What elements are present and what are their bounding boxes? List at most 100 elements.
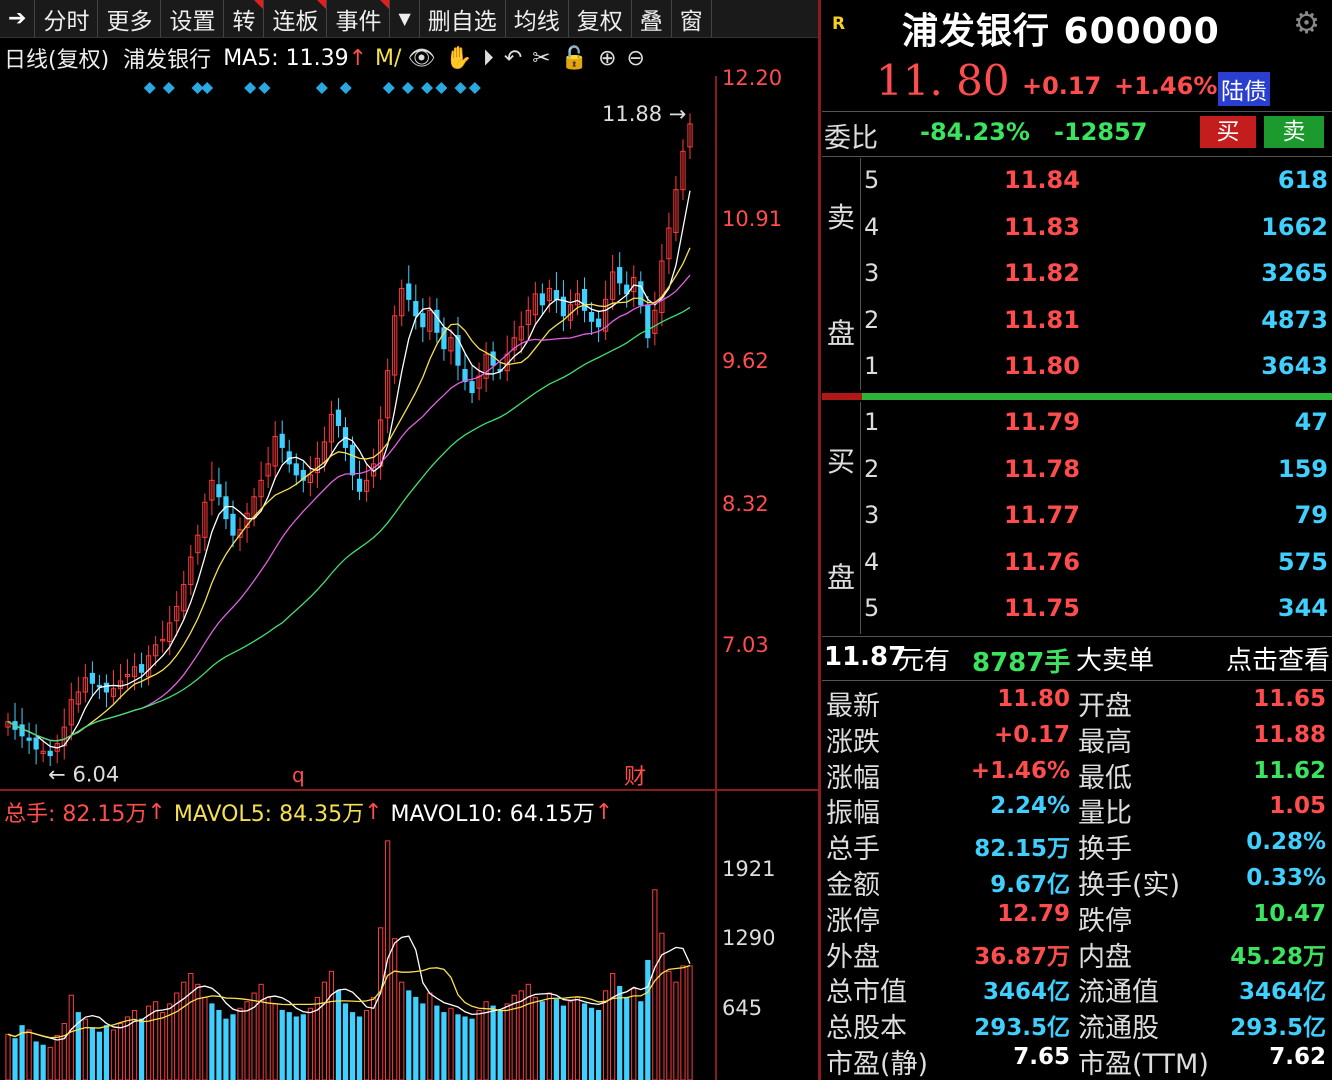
stat-row: 市盈(静) 7.65 市盈(TTM) 7.62 xyxy=(822,1042,1332,1080)
volume-bar xyxy=(560,1005,567,1080)
volume-bar xyxy=(202,996,208,1080)
ask-row[interactable]: 3 11.82 3265 xyxy=(862,253,1328,297)
toolbar-item-zhuan[interactable]: 转 xyxy=(224,0,265,37)
volume-bar xyxy=(539,1001,545,1080)
stat-label: 换手(实) xyxy=(1078,870,1181,901)
gear-icon[interactable]: ⚙ xyxy=(1293,6,1320,41)
candle-body xyxy=(469,381,475,394)
bid-row[interactable]: 4 11.76 575 xyxy=(862,542,1328,586)
undo-icon[interactable]: ↶ xyxy=(503,45,523,71)
ask-label-bottom: 盘 xyxy=(826,317,855,350)
ma5-line xyxy=(7,190,691,749)
bid-row[interactable]: 3 11.77 79 xyxy=(862,495,1328,539)
view-details-link[interactable]: 点击查看 xyxy=(1225,646,1330,676)
toolbar-item-lianban[interactable]: 连板 xyxy=(264,0,328,37)
weibi-row: 委比 -84.23% -12857 买 卖 xyxy=(822,112,1332,154)
stat-label: 内盘 xyxy=(1078,941,1132,973)
toolbar-dropdown[interactable]: ▼ xyxy=(390,0,420,37)
volume-bar xyxy=(244,1001,250,1080)
toolbar-item-adjust[interactable]: 复权 xyxy=(569,0,632,37)
volume-bar xyxy=(146,1005,152,1080)
kline-header: 日线(复权) 浦发银行 MA5: 11.39 ↑ M/ 👁 ✋ ⏵ ↶ ✂ 🔓 … xyxy=(4,42,645,74)
volume-bar xyxy=(272,1003,278,1080)
volume-bar xyxy=(441,1012,447,1080)
candle-body xyxy=(153,644,159,657)
volume-bar xyxy=(5,1033,11,1080)
toolbar-item-settings[interactable]: 设置 xyxy=(161,0,225,37)
candle-body xyxy=(356,478,363,492)
volume-bar xyxy=(19,1025,25,1080)
bid-level: 1 xyxy=(864,408,880,436)
toolbar-item-remove-favorite[interactable]: 删自选 xyxy=(420,0,506,37)
lock-icon[interactable]: 🔓 xyxy=(560,45,589,71)
hand-icon[interactable]: ✋ xyxy=(445,45,473,71)
mavol5-line xyxy=(7,935,691,1041)
volume-bar xyxy=(61,1022,67,1080)
stat-row: 涨停 12.79 跌停 10.47 xyxy=(822,899,1332,937)
candle-body xyxy=(293,463,299,476)
volume-bar xyxy=(138,1018,145,1080)
ask-level: 4 xyxy=(864,212,880,241)
toolbar-item-window[interactable]: 窗 xyxy=(672,0,712,37)
volume-bar xyxy=(286,1012,292,1080)
stock-name-label: 浦发银行 xyxy=(123,48,212,73)
zoom-out-icon[interactable]: ⊖ xyxy=(626,45,645,71)
stat-label: 市盈(TTM) xyxy=(1078,1049,1209,1080)
candle-body xyxy=(617,267,623,284)
marker-q: q xyxy=(292,763,305,787)
volume-bar xyxy=(356,1016,363,1080)
toolbar-item-event[interactable]: 事件 xyxy=(327,0,391,37)
buy-button[interactable]: 买 xyxy=(1200,116,1256,148)
bid-price: 11.76 xyxy=(1004,547,1080,576)
toolbar-item-fenshi[interactable]: 分时 xyxy=(35,0,99,37)
volume-bar xyxy=(378,927,384,1080)
ask-row[interactable]: 2 11.81 4873 xyxy=(862,300,1328,344)
bid-level: 4 xyxy=(864,547,880,576)
toolbar-item-more[interactable]: 更多 xyxy=(98,0,162,37)
candle-body xyxy=(131,666,138,678)
volume-bar xyxy=(75,1012,81,1080)
ma20-line xyxy=(7,274,691,742)
ask-row[interactable]: 4 11.83 1662 xyxy=(862,207,1328,251)
volume-header: 总手: 82.15万 ↑ MAVOL5: 84.35万 ↑ MAVOL10: 6… xyxy=(4,796,613,828)
candle-body xyxy=(490,351,496,366)
stat-label: 换手 xyxy=(1078,834,1132,866)
divider xyxy=(860,158,861,390)
volume-bar xyxy=(413,996,419,1080)
eye-icon[interactable]: 👁 xyxy=(407,45,436,71)
volume-bar xyxy=(258,983,264,1080)
volume-bar xyxy=(448,1007,454,1080)
candle-body xyxy=(251,496,257,519)
ask-row[interactable]: 5 11.84 618 xyxy=(862,160,1328,204)
big-order-price: 11.87 xyxy=(824,642,907,672)
candle-body xyxy=(103,682,110,693)
stat-value: 0.28% xyxy=(1246,829,1326,856)
ma5-arrow: ↑ xyxy=(348,45,368,71)
volume-bar xyxy=(525,983,531,1080)
period-label[interactable]: 日线(复权) xyxy=(4,48,110,73)
play-icon[interactable]: ⏵ xyxy=(482,45,494,71)
bid-row[interactable]: 2 11.78 159 xyxy=(862,449,1328,493)
stat-value: 1.05 xyxy=(1269,793,1326,820)
ask-row[interactable]: 1 11.80 3643 xyxy=(862,346,1328,390)
sell-button[interactable]: 卖 xyxy=(1264,116,1324,148)
scissors-icon[interactable]: ✂ xyxy=(532,45,551,71)
big-order-alert[interactable]: 11.87 元有 8787手 大卖单 点击查看 xyxy=(824,640,1330,678)
stat-label: 涨跌 xyxy=(826,726,880,758)
toolbar-item-ma[interactable]: 均线 xyxy=(506,0,569,37)
zoom-in-icon[interactable]: ⊕ xyxy=(598,45,617,71)
bid-row[interactable]: 1 11.79 47 xyxy=(862,402,1328,446)
lugu-tag[interactable]: 陆债 xyxy=(1218,72,1270,106)
candle-body xyxy=(532,293,538,316)
back-button[interactable]: ➔ xyxy=(0,0,36,37)
event-marker-icon xyxy=(401,82,414,94)
kline-chart[interactable]: 11.88 → ← 6.04 q 财 xyxy=(0,0,820,1080)
bid-row[interactable]: 5 11.75 344 xyxy=(862,588,1328,632)
candle-body xyxy=(195,534,201,554)
panel-divider xyxy=(818,0,821,1080)
volume-bar xyxy=(307,1007,313,1080)
candle-body xyxy=(328,414,335,443)
toolbar-item-overlay[interactable]: 叠 xyxy=(632,0,672,37)
volume-bar xyxy=(659,932,665,1080)
volume-bar xyxy=(687,965,693,1080)
